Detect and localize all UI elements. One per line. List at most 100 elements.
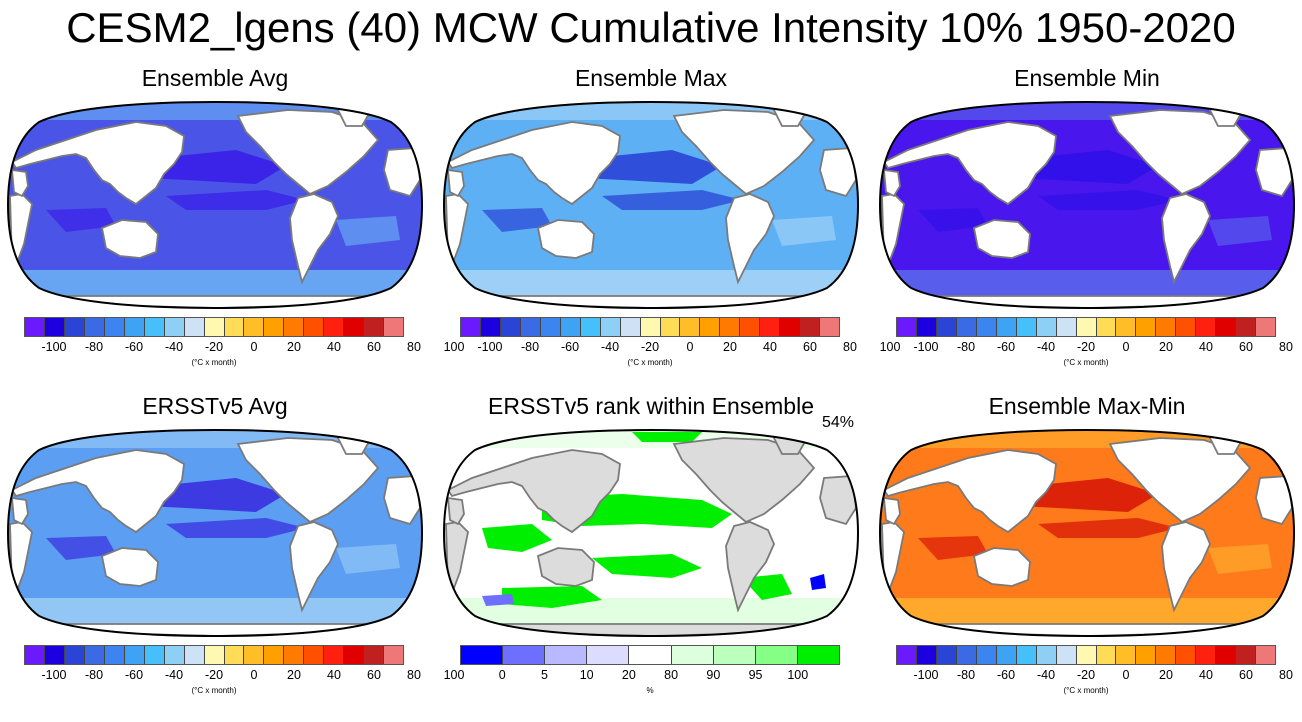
colorbar-units: (°C x month) (191, 686, 237, 695)
colorbar-swatch (224, 318, 245, 336)
colorbar-swatch (916, 646, 937, 664)
colorbar-ticks: 0 5 10 20 80 90 95 100 (460, 668, 840, 684)
panel-ensemble-min: Ensemble Min -100 -80 -60 -40 -20 0 20 40 60 80 100… (872, 64, 1302, 394)
colorbar-tick-label: -40 (164, 668, 184, 682)
colorbar-swatch (996, 318, 1017, 336)
colorbar (896, 317, 1276, 337)
colorbar-swatch (560, 318, 581, 336)
intensity-region (166, 518, 306, 538)
colorbar-tick-label: 60 (803, 340, 817, 354)
colorbar-swatch (720, 318, 741, 336)
colorbar-swatch (304, 646, 325, 664)
rank-high-region (632, 432, 702, 442)
colorbar-tick-label: 0 (1122, 340, 1130, 354)
colorbar-swatch (224, 646, 245, 664)
colorbar (896, 645, 1276, 665)
colorbar-swatch (755, 646, 798, 664)
map-outline (442, 100, 860, 310)
colorbar-tick-label: 40 (1199, 340, 1213, 354)
continent-australia (536, 547, 595, 587)
colorbar-swatch (44, 646, 65, 664)
intensity-region (1038, 518, 1178, 538)
colorbar-swatch (1196, 318, 1217, 336)
colorbar-tick-label: -60 (996, 668, 1016, 682)
colorbar-tick-label: 10 (579, 668, 594, 682)
colorbar-tick-label: 60 (367, 668, 381, 682)
colorbar-swatch (1036, 318, 1057, 336)
colorbar-tick-label: -100 (477, 340, 503, 354)
panel-title: Ensemble Max-Min (988, 393, 1186, 419)
continent-southamerica (289, 193, 339, 285)
colorbar-swatch (1236, 318, 1257, 336)
colorbar-tick-label: 20 (287, 668, 301, 682)
continent-india (11, 168, 29, 198)
continent-southamerica (725, 193, 775, 285)
intensity-region (918, 208, 988, 232)
colorbar-swatch (84, 318, 105, 336)
colorbar-swatch (64, 646, 85, 664)
colorbar-tick-label: -40 (600, 340, 620, 354)
intensity-region (482, 208, 552, 232)
colorbar-tick-label: 80 (843, 340, 857, 354)
colorbar-swatch (1016, 318, 1037, 336)
colorbar-swatch (324, 646, 345, 664)
colorbar-swatch (25, 646, 45, 664)
colorbar-tick-label: 0 (250, 668, 258, 682)
colorbar-tick-label: 20 (723, 340, 737, 354)
continent-india (11, 496, 29, 526)
colorbar-swatch (1076, 646, 1097, 664)
colorbar-units: % (646, 686, 654, 695)
intensity-region (336, 544, 400, 574)
colorbar-swatch (520, 318, 541, 336)
colorbar-units: (°C x month) (1063, 358, 1109, 367)
colorbar-swatch (1076, 318, 1097, 336)
colorbar-ticks: -100 -80 -60 -40 -20 0 20 40 60 80 100 (24, 668, 464, 684)
colorbar-tick-label: -100 (41, 668, 67, 682)
colorbar-tick-label: 40 (327, 340, 341, 354)
colorbar-swatch (1216, 646, 1237, 664)
colorbar-tick-label: -80 (956, 340, 976, 354)
intensity-region (46, 536, 116, 560)
colorbar-tick-label: 20 (1159, 340, 1173, 354)
colorbar-swatch (1156, 646, 1177, 664)
colorbar-tick-label: 0 (1122, 668, 1130, 682)
colorbar-tick-label: 40 (763, 340, 777, 354)
continent-india (883, 496, 901, 526)
colorbar-tick-label: 40 (327, 668, 341, 682)
continent-asia (10, 449, 185, 534)
colorbar-swatch (284, 646, 305, 664)
colorbar-swatch (503, 646, 546, 664)
colorbar-swatch (461, 318, 481, 336)
colorbar-swatch (500, 318, 521, 336)
continent-australia (100, 547, 159, 587)
colorbar-swatch (1056, 318, 1077, 336)
colorbar-swatch (1256, 318, 1276, 336)
colorbar-swatch (124, 318, 145, 336)
colorbar-tick-label: 20 (621, 668, 636, 682)
map-outline (878, 100, 1296, 310)
rank-high-region (742, 574, 792, 600)
colorbar-ticks: -100 -80 -60 -40 -20 0 20 40 60 80 100 (460, 340, 900, 356)
figure-title: CESM2_lgens (40) MCW Cumulative Intensit… (66, 4, 1236, 51)
colorbar-swatch (713, 646, 756, 664)
colorbar-units: (°C x month) (627, 358, 673, 367)
colorbar-swatch (797, 646, 839, 664)
colorbar-swatch (1056, 646, 1077, 664)
colorbar-units: (°C x month) (1063, 686, 1109, 695)
colorbar-swatch (820, 318, 840, 336)
colorbar-tick-label: 0 (498, 668, 506, 682)
colorbar-swatch (144, 318, 165, 336)
intensity-region (918, 536, 988, 560)
colorbar-tick-label: 5 (540, 668, 548, 682)
colorbar-swatch (780, 318, 801, 336)
continent-australia (972, 547, 1031, 587)
continent-india (447, 168, 465, 198)
colorbar-swatch (44, 318, 65, 336)
rank-high-region (482, 524, 552, 552)
colorbar-swatch (1096, 646, 1117, 664)
colorbar-swatch (1096, 318, 1117, 336)
map-outline (878, 428, 1296, 638)
panel-title: Ensemble Avg (141, 65, 289, 91)
colorbar-tick-label: -100 (913, 340, 939, 354)
colorbar-tick-label: 0 (686, 340, 694, 354)
